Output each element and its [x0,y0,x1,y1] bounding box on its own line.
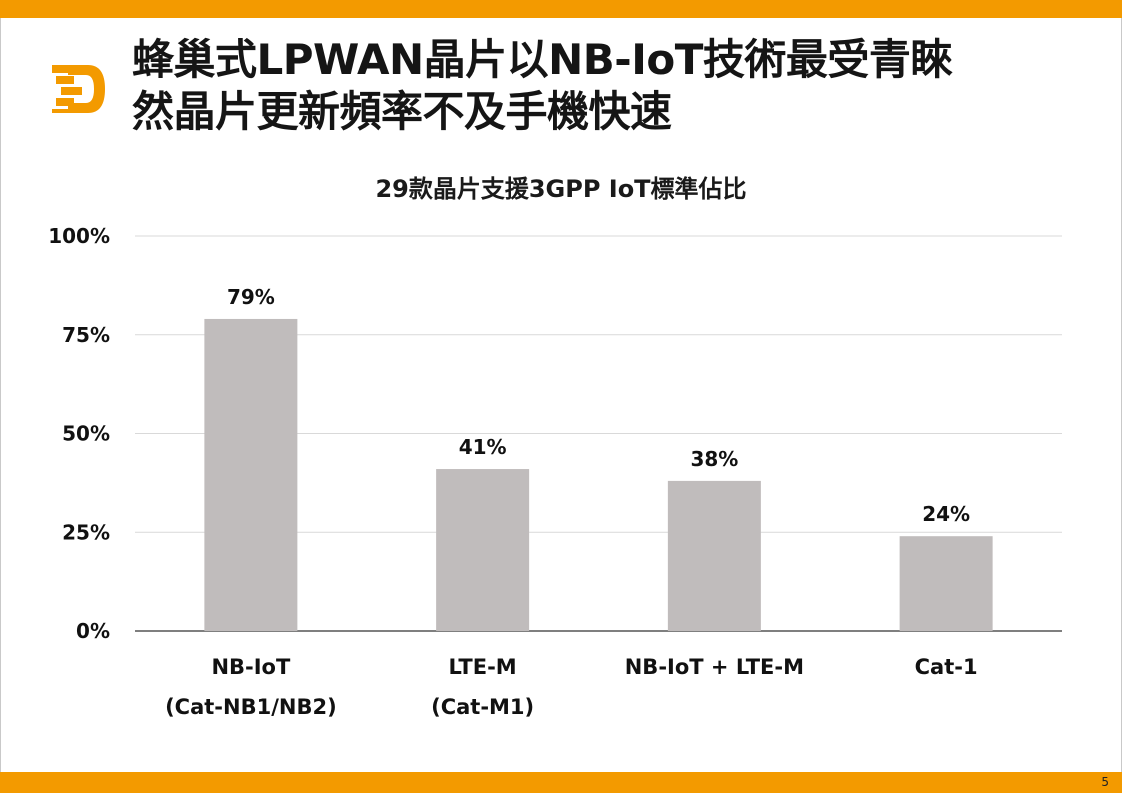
y-tick-label: 75% [62,323,110,347]
bar [667,480,761,631]
bar-data-label: 38% [690,447,738,471]
bar [899,536,993,631]
y-tick-label: 25% [62,520,110,544]
x-tick-label: NB-IoT + LTE-M [625,655,804,679]
x-tick-label: Cat-1 [915,655,978,679]
y-tick-label: 0% [76,619,110,643]
page-number: 5 [1101,775,1109,789]
bar [204,318,298,631]
y-tick-label: 50% [62,422,110,446]
bar [436,469,530,631]
bottom-accent-bar: 5 [0,772,1122,793]
x-tick-label: NB-IoT [211,655,291,679]
x-tick-label: (Cat-NB1/NB2) [165,695,337,719]
x-tick-label: LTE-M [449,655,517,679]
bar-data-label: 79% [227,285,275,309]
slide-title: 蜂巢式LPWAN晶片以NB-IoT技術最受青睞 然晶片更新頻率不及手機快速 [132,34,1062,138]
slide-title-line-2: 然晶片更新頻率不及手機快速 [132,87,672,136]
orange-d-logo-icon [52,65,105,113]
chart-title: 29款晶片支援3GPP IoT標準佔比 [375,175,747,203]
slide-title-line-1: 蜂巢式LPWAN晶片以NB-IoT技術最受青睞 [132,35,952,84]
y-tick-label: 100% [48,224,110,248]
top-accent-bar [0,0,1122,18]
bar-data-label: 24% [922,502,970,526]
x-tick-label: (Cat-M1) [431,695,534,719]
bar-data-label: 41% [459,435,507,459]
